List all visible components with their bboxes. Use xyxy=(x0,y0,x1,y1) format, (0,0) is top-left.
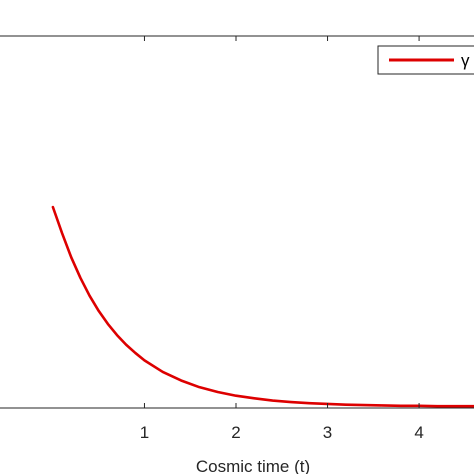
x-tick-label: 1 xyxy=(140,423,149,442)
series-layer xyxy=(51,205,474,408)
x-tick-label: 4 xyxy=(414,423,423,442)
series-line xyxy=(51,205,474,408)
legend: γ xyxy=(377,45,474,75)
axes xyxy=(0,35,474,409)
x-ticks: 1 2 3 4 xyxy=(140,36,424,442)
legend-label: γ xyxy=(461,51,470,70)
x-tick-label: 2 xyxy=(231,423,240,442)
x-axis-label: Cosmic time (t) xyxy=(196,457,310,474)
x-tick-label: 3 xyxy=(323,423,332,442)
